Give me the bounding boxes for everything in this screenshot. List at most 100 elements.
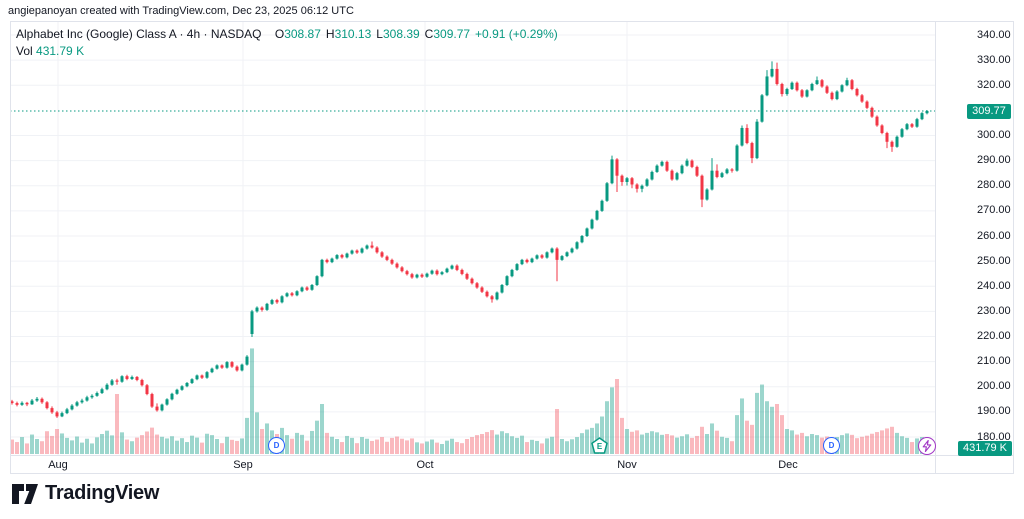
volume-bar[interactable] (580, 433, 584, 454)
volume-bar[interactable] (705, 434, 709, 454)
candle-body[interactable] (80, 400, 84, 403)
volume-bar[interactable] (150, 427, 154, 454)
candle-body[interactable] (530, 258, 534, 263)
volume-bar[interactable] (690, 437, 694, 454)
candle-body[interactable] (790, 82, 794, 90)
volume-bar[interactable] (625, 429, 629, 454)
candle-body[interactable] (285, 293, 289, 297)
candle-body[interactable] (210, 368, 214, 373)
volume-bar[interactable] (685, 434, 689, 454)
volume-bar[interactable] (35, 439, 39, 454)
candle-body[interactable] (460, 269, 464, 274)
volume-bar[interactable] (865, 435, 869, 454)
candle-body[interactable] (570, 248, 574, 253)
candle-body[interactable] (325, 259, 329, 263)
candle-body[interactable] (135, 376, 139, 380)
volume-bar[interactable] (550, 436, 554, 454)
volume-bar[interactable] (645, 432, 649, 454)
candle-body[interactable] (820, 80, 824, 87)
candle-body[interactable] (180, 386, 184, 390)
volume-bar[interactable] (500, 431, 504, 454)
candle-body[interactable] (615, 159, 619, 176)
candle-body[interactable] (95, 393, 99, 396)
candle-body[interactable] (440, 272, 444, 275)
volume-bar[interactable] (765, 401, 769, 454)
volume-bar[interactable] (165, 438, 169, 454)
volume-bar[interactable] (880, 430, 884, 454)
volume-bar[interactable] (460, 443, 464, 454)
candle-body[interactable] (365, 245, 369, 249)
volume-bar[interactable] (740, 398, 744, 454)
volume-bar[interactable] (420, 443, 424, 454)
candle-body[interactable] (600, 200, 604, 211)
candle-body[interactable] (30, 400, 34, 405)
candle-body[interactable] (925, 110, 929, 114)
candle-body[interactable] (840, 85, 844, 92)
candle-body[interactable] (470, 278, 474, 284)
candle-body[interactable] (500, 284, 504, 293)
candle-body[interactable] (130, 376, 134, 379)
volume-bar[interactable] (730, 441, 734, 454)
candle-body[interactable] (380, 252, 384, 257)
volume-bar[interactable] (130, 441, 134, 454)
candle-body[interactable] (490, 296, 494, 300)
volume-bar[interactable] (30, 434, 34, 454)
candle-body[interactable] (105, 384, 109, 390)
candle-body[interactable] (540, 255, 544, 258)
candle-body[interactable] (165, 399, 169, 405)
volume-bar[interactable] (10, 439, 14, 454)
candle-body[interactable] (245, 356, 249, 365)
volume-bar[interactable] (800, 432, 804, 454)
candle-body[interactable] (850, 80, 854, 90)
candle-body[interactable] (800, 90, 804, 97)
candle-body[interactable] (275, 300, 279, 303)
candle-body[interactable] (635, 184, 639, 189)
volume-bar[interactable] (565, 441, 569, 454)
candle-body[interactable] (155, 406, 159, 411)
volume-bar[interactable] (45, 431, 49, 454)
volume-bar[interactable] (380, 437, 384, 454)
volume-bar[interactable] (135, 437, 139, 454)
candle-body[interactable] (865, 101, 869, 108)
candle-body[interactable] (40, 398, 44, 403)
candle-body[interactable] (475, 283, 479, 288)
candle-body[interactable] (730, 169, 734, 171)
candle-body[interactable] (740, 127, 744, 146)
volume-bar[interactable] (895, 432, 899, 454)
volume-bar[interactable] (90, 443, 94, 454)
candle-body[interactable] (700, 175, 704, 200)
candle-body[interactable] (230, 362, 234, 367)
candle-body[interactable] (755, 121, 759, 159)
volume-bar[interactable] (535, 440, 539, 454)
volume-bar[interactable] (145, 431, 149, 455)
candle-body[interactable] (70, 405, 74, 410)
candle-body[interactable] (445, 268, 449, 273)
volume-bar[interactable] (415, 442, 419, 454)
volume-bar[interactable] (540, 443, 544, 454)
candle-body[interactable] (625, 178, 629, 182)
volume-bar[interactable] (315, 420, 319, 454)
volume-bar[interactable] (440, 444, 444, 454)
volume-bar[interactable] (245, 417, 249, 454)
volume-bar[interactable] (815, 435, 819, 454)
volume-bar[interactable] (175, 440, 179, 454)
volume-bar[interactable] (355, 443, 359, 454)
volume-bar[interactable] (675, 437, 679, 454)
volume-bar[interactable] (20, 437, 24, 454)
volume-bar[interactable] (660, 434, 664, 454)
volume-bar[interactable] (370, 440, 374, 454)
candle-body[interactable] (205, 372, 209, 378)
candle-body[interactable] (370, 245, 374, 248)
volume-bar[interactable] (805, 436, 809, 454)
volume-bar[interactable] (900, 436, 904, 454)
candle-body[interactable] (280, 296, 284, 303)
candle-body[interactable] (465, 273, 469, 279)
volume-bar[interactable] (860, 436, 864, 454)
candle-body[interactable] (425, 273, 429, 277)
candle-body[interactable] (335, 255, 339, 259)
volume-bar[interactable] (160, 436, 164, 454)
candle-body[interactable] (160, 404, 164, 411)
volume-bar[interactable] (810, 434, 814, 454)
candle-body[interactable] (670, 170, 674, 180)
